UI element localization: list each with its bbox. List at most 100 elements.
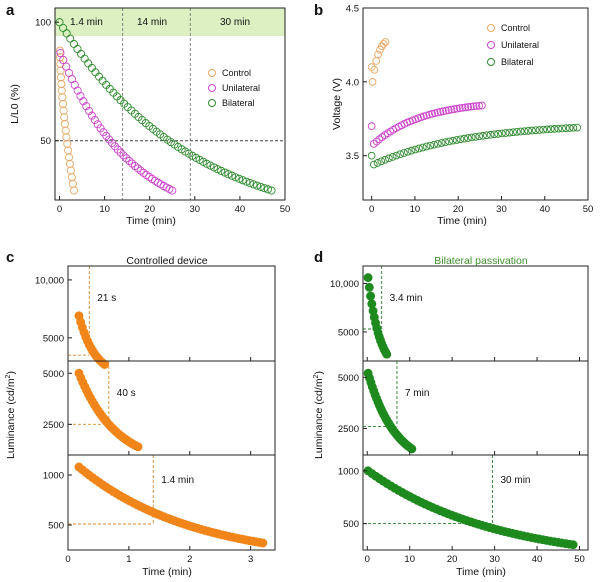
bilateral-passivation-subplot-frame [362, 265, 589, 362]
series-bilateral-point [388, 153, 397, 161]
series-bilateral-point [69, 39, 78, 48]
series-bilateral-point [494, 130, 502, 138]
legend-marker-control [208, 69, 216, 77]
series-bilateral-point [260, 184, 269, 193]
series-bilateral-point [66, 34, 75, 43]
panel-a-xlabel: Time (min) [126, 215, 176, 227]
panel-a: 1.4 min 14 min 30 min Time (min) L/L0 (%… [9, 7, 290, 227]
bilateral-passivation-point [363, 273, 373, 283]
legend-marker-bilateral [208, 99, 216, 107]
panel-a-ylabel: L/L0 (%) [9, 84, 21, 124]
series-unilateral-point [453, 104, 461, 113]
series-unilateral-point [168, 186, 177, 195]
series-unilateral-point [133, 164, 142, 173]
series-control-point [66, 166, 75, 175]
series-bilateral-point [467, 133, 476, 142]
series-bilateral-point [227, 171, 237, 180]
series-bilateral-point [490, 130, 499, 139]
series-bilateral-point [213, 165, 222, 174]
series-unilateral-point [478, 101, 486, 110]
series-bilateral-point [418, 143, 427, 152]
x-tick-label: 20 [144, 204, 155, 215]
y-tick-label: 5000 [43, 333, 64, 344]
y-tick-label: 500 [343, 519, 359, 530]
x-tick-label: 3 [248, 554, 253, 565]
series-bilateral-point [501, 129, 510, 137]
series-bilateral-point [513, 128, 521, 136]
series-control-point [56, 73, 65, 82]
panel-d-xlabel: Time (min) [456, 566, 506, 578]
y-tick-label: 2500 [43, 420, 64, 431]
series-bilateral-point [87, 63, 96, 72]
series-unilateral-point [464, 103, 472, 111]
half-life-annotation: 40 s [117, 388, 136, 399]
series-bilateral-point [392, 151, 401, 160]
x-tick-label: 30 [489, 554, 500, 565]
series-bilateral-point [253, 181, 262, 190]
x-tick-label: 30 [190, 204, 201, 215]
series-bilateral-point [396, 150, 405, 159]
series-control-point [379, 39, 388, 48]
y-tick-label: 10,000 [330, 279, 359, 290]
series-bilateral-point [498, 129, 506, 138]
series-unilateral-point [82, 102, 91, 111]
legend-label-unilateral: Unilateral [222, 83, 260, 93]
series-bilateral-point [80, 54, 89, 63]
panel-b-ylabel: Voltage (V) [331, 78, 343, 130]
series-bilateral-point [235, 174, 244, 183]
panel-letter-b: b [314, 2, 323, 19]
x-tick-label: 10 [410, 204, 421, 215]
series-bilateral-point [430, 140, 438, 149]
series-bilateral-point [267, 186, 276, 195]
series-bilateral-point [381, 155, 389, 164]
series-unilateral-point [367, 122, 376, 131]
series-control-point [59, 106, 68, 115]
series-bilateral-point [238, 176, 247, 185]
bilateral-passivation-point [568, 540, 578, 550]
series-unilateral-point [430, 109, 439, 118]
legend-marker-unilateral [487, 41, 495, 49]
series-bilateral-point [369, 160, 378, 169]
series-control-point [56, 66, 65, 75]
series-unilateral-point [475, 101, 484, 110]
series-unilateral-point [130, 161, 140, 171]
series-bilateral-point [422, 142, 431, 151]
x-tick-label: 50 [583, 204, 594, 215]
series-bilateral-point [562, 124, 570, 133]
series-unilateral-point [119, 151, 128, 160]
x-tick-label: 30 [496, 204, 507, 215]
series-bilateral-point [505, 128, 514, 137]
y-tick-label: 3.5 [346, 151, 359, 162]
panel-letter-d: d [314, 249, 323, 266]
series-control-point [374, 50, 382, 59]
series-control-point [64, 146, 73, 155]
series-unilateral-point [56, 48, 65, 58]
series-bilateral-point [449, 136, 457, 145]
series-bilateral-point [224, 170, 233, 179]
series-bilateral-point [217, 166, 226, 175]
series-bilateral-point [486, 130, 495, 139]
y-tick-label: 100 [35, 18, 51, 29]
series-bilateral-point [403, 147, 412, 156]
series-bilateral-point [516, 127, 525, 136]
series-unilateral-point [128, 159, 137, 168]
series-bilateral-point [464, 134, 472, 142]
legend-marker-bilateral [487, 58, 495, 66]
series-bilateral-point [245, 178, 254, 188]
series-bilateral-point [543, 125, 551, 134]
panel-c-title: Controlled device [126, 255, 207, 267]
series-bilateral-point [385, 154, 393, 163]
x-tick-label: 0 [365, 554, 370, 565]
panel-d-ylabel: Luminance (cd/m2) [313, 371, 325, 459]
series-bilateral-point [249, 180, 258, 189]
series-unilateral-point [450, 105, 459, 113]
panel-d: Time (min) Luminance (cd/m2) 3.4 min5000… [313, 265, 589, 578]
series-control-point [58, 99, 67, 108]
series-unilateral-point [116, 148, 125, 157]
panel-d-title: Bilateral passivation [434, 255, 528, 267]
x-tick-label: 20 [447, 554, 458, 565]
panel-c-ylabel: Luminance (cd/m2) [5, 371, 17, 459]
series-unilateral-point [372, 137, 381, 146]
series-control-point [60, 119, 69, 128]
